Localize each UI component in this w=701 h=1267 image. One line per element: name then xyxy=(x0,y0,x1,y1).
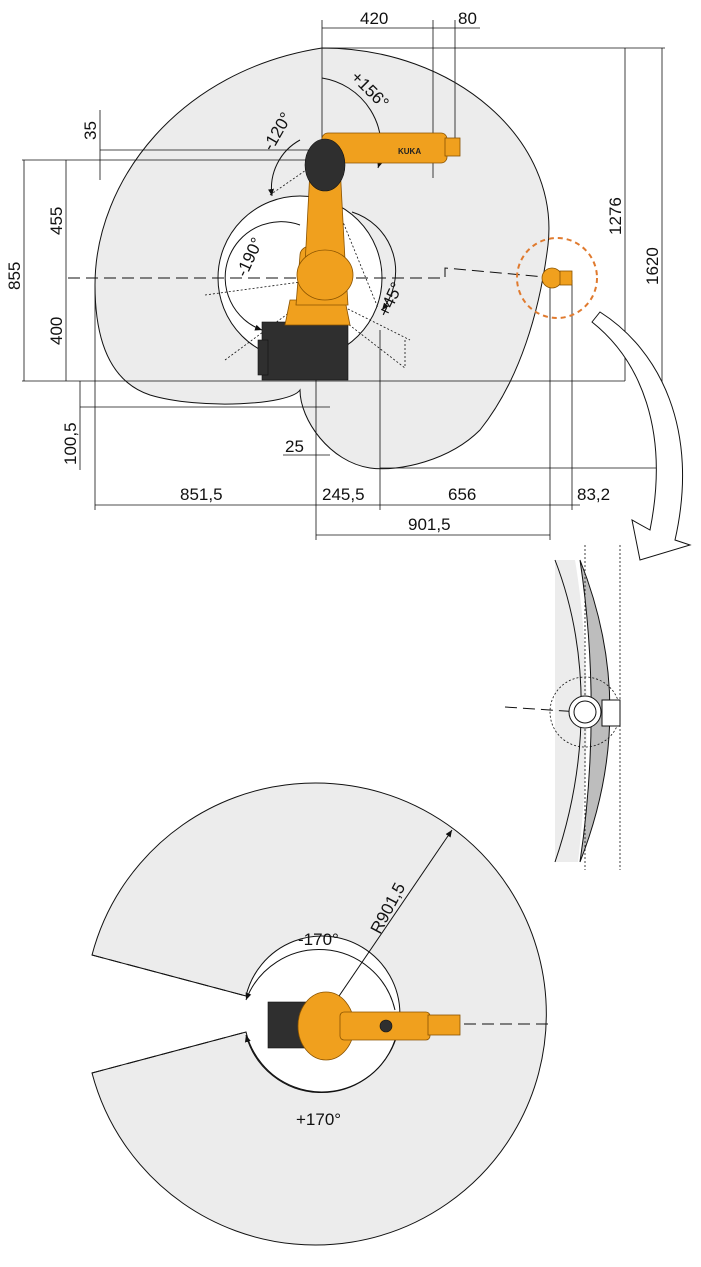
detail-view xyxy=(504,545,621,870)
dim-656: 656 xyxy=(448,485,476,504)
robot-side: KUKA xyxy=(257,132,461,381)
a1-arc-minus170 xyxy=(245,949,396,1011)
brand-logo: KUKA xyxy=(398,147,421,156)
dim-245-5: 245,5 xyxy=(322,485,365,504)
dim-100-5: 100,5 xyxy=(61,422,80,465)
angle-minus170: -170° xyxy=(298,930,339,949)
dim-1620: 1620 xyxy=(643,247,662,285)
dim-855: 855 xyxy=(5,262,24,290)
dim-400: 400 xyxy=(47,317,66,345)
dim-851-5: 851,5 xyxy=(180,485,223,504)
angle-plus170: +170° xyxy=(296,1110,341,1129)
side-view: KUKA 420 80 35 455 855 400 100,5 1276 16… xyxy=(5,9,665,540)
top-work-envelope xyxy=(91,782,547,1246)
dim-901-5: 901,5 xyxy=(408,515,451,534)
a2-arc-minus120 xyxy=(268,139,301,197)
side-tool-centerline xyxy=(68,267,557,279)
dim-80: 80 xyxy=(458,9,477,28)
dim-83-2: 83,2 xyxy=(577,485,610,504)
robot-top xyxy=(267,991,461,1061)
dim-455: 455 xyxy=(47,207,66,235)
dim-1276: 1276 xyxy=(606,197,625,235)
a1-arc-plus170 xyxy=(244,1034,396,1094)
dim-25: 25 xyxy=(285,437,304,456)
a3-arc-plus45 xyxy=(351,211,397,311)
radius-line xyxy=(319,829,453,1025)
flange-highlight-circle xyxy=(516,237,598,319)
detail-arrow xyxy=(591,311,692,561)
top-view: R901,5 -170° +170° xyxy=(91,782,552,1246)
dim-420: 420 xyxy=(360,9,388,28)
a3-arc-minus190 xyxy=(224,221,301,331)
dim-35: 35 xyxy=(81,121,100,140)
